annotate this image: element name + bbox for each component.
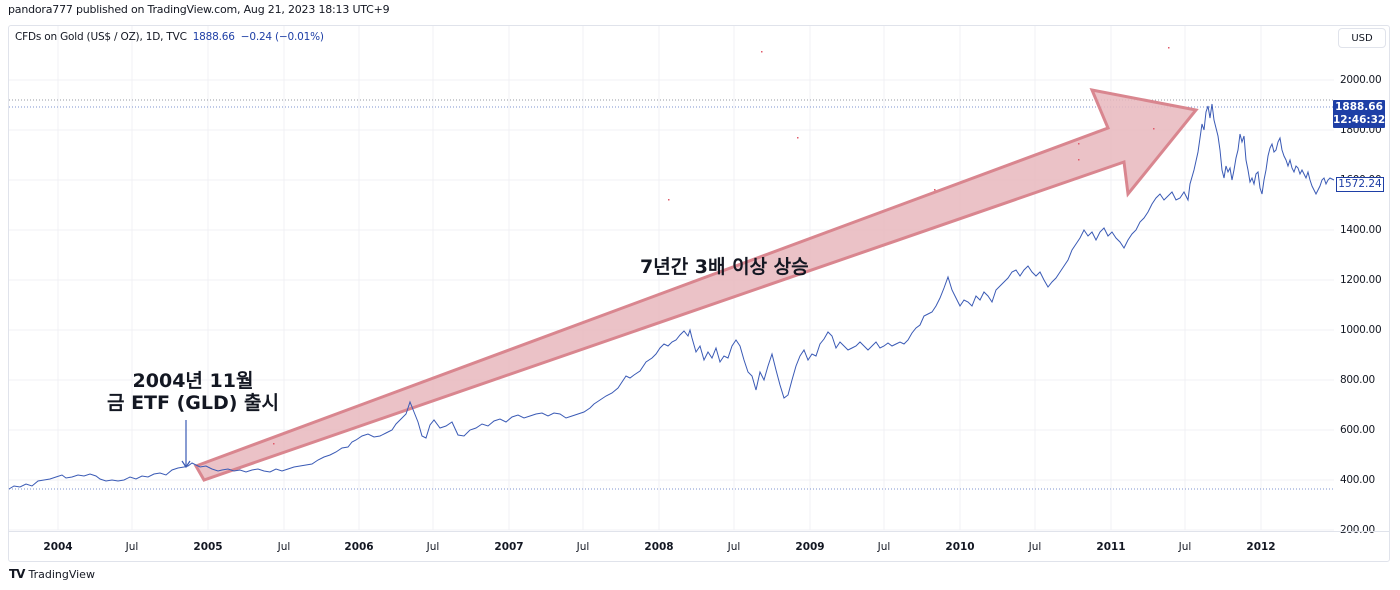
rise-annotation[interactable]: 7년간 3배 이상 상승: [640, 256, 809, 278]
brand-name: TradingView: [28, 567, 95, 581]
symbol-name: CFDs on Gold (US$ / OZ), 1D, TVC: [15, 31, 187, 43]
gld-annotation-line2: 금 ETF (GLD) 출시: [106, 392, 280, 414]
x-tick: 2008: [644, 541, 674, 553]
rise-arrow[interactable]: [193, 87, 1199, 482]
x-tick: Jul: [1178, 541, 1192, 553]
x-tick: Jul: [877, 541, 891, 553]
legend-price: 1888.66: [192, 31, 235, 43]
tradingview-logo-icon: TV: [9, 567, 26, 581]
y-tick: 600.00: [1340, 424, 1375, 436]
x-tick: Jul: [277, 541, 291, 553]
gld-annotation-line1: 2004년 11월: [132, 370, 254, 392]
x-tick: Jul: [727, 541, 741, 553]
last-price-value: 1888.66: [1335, 101, 1383, 113]
published-info: pandora777 published on TradingView.com,…: [8, 3, 390, 16]
y-tick: 200.00: [1340, 524, 1375, 536]
bar-countdown: 12:46:32: [1333, 114, 1386, 126]
footer-branding[interactable]: TV TradingView: [9, 567, 95, 581]
x-tick: 2006: [344, 541, 374, 553]
y-tick: 1200.00: [1340, 274, 1382, 286]
marker-dots: [273, 47, 1170, 445]
symbol-legend[interactable]: CFDs on Gold (US$ / OZ), 1D, TVC 1888.66−…: [15, 31, 324, 43]
y-tick: 1000.00: [1340, 324, 1382, 336]
x-tick: Jul: [576, 541, 590, 553]
grid-vertical: [57, 26, 1262, 530]
down-arrow-icon: [181, 460, 191, 469]
gld-launch-annotation[interactable]: 2004년 11월 금 ETF (GLD) 출시: [98, 370, 288, 414]
x-tick: Jul: [125, 541, 139, 553]
x-tick: 2005: [193, 541, 223, 553]
time-axis[interactable]: [9, 531, 1389, 562]
cursor-price-label: 1572.24: [1336, 177, 1384, 192]
x-tick: 2009: [795, 541, 825, 553]
y-tick: 2000.00: [1340, 74, 1382, 86]
x-tick: Jul: [1028, 541, 1042, 553]
y-tick: 400.00: [1340, 474, 1375, 486]
currency-button[interactable]: USD: [1338, 28, 1386, 48]
y-tick: 800.00: [1340, 374, 1375, 386]
x-tick: 2007: [494, 541, 524, 553]
grid-horizontal: [9, 79, 1334, 531]
legend-change: −0.24 (−0.01%): [240, 31, 324, 43]
last-price-label: 1888.66 12:46:32: [1333, 100, 1385, 128]
price-line: [8, 103, 1335, 490]
x-tick: 2010: [945, 541, 975, 553]
y-tick: 1400.00: [1340, 224, 1382, 236]
x-tick: 2011: [1096, 541, 1126, 553]
x-tick: 2012: [1246, 541, 1276, 553]
x-tick: Jul: [426, 541, 440, 553]
x-tick: 2004: [43, 541, 73, 553]
